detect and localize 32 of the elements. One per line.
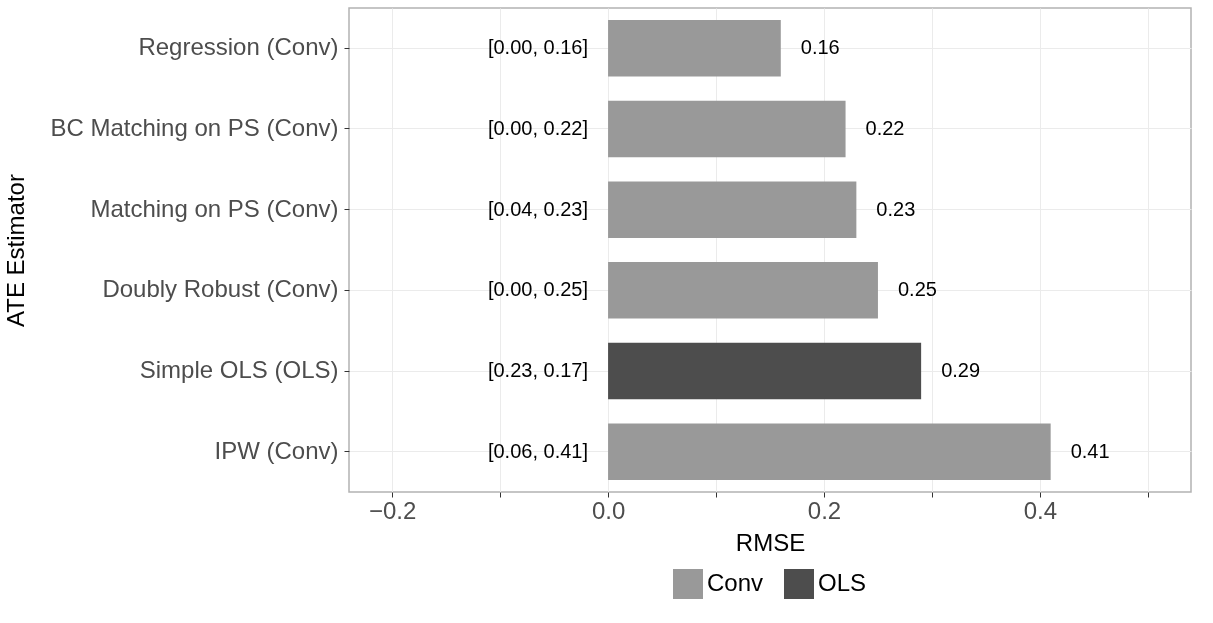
x-tick-label: 0.4 bbox=[1023, 496, 1058, 524]
y-tick-label: Simple OLS (OLS) bbox=[139, 356, 339, 383]
legend-label: Conv bbox=[707, 569, 764, 596]
y-tick-label: Matching on PS (Conv) bbox=[90, 194, 339, 222]
data-label: 0.29 bbox=[941, 359, 981, 381]
data-label: 0.16 bbox=[800, 36, 840, 59]
annotation: [0.00, 0.22] bbox=[487, 117, 588, 139]
legend-label: OLS bbox=[818, 569, 867, 596]
x-tick-label: 0.0 bbox=[591, 496, 626, 524]
annotation: [0.23, 0.17] bbox=[487, 359, 588, 381]
bar bbox=[608, 262, 878, 319]
data-label: 0.25 bbox=[897, 278, 937, 301]
y-tick-label: Regression (Conv) bbox=[138, 33, 339, 61]
annotation: [0.00, 0.25] bbox=[487, 278, 588, 301]
y-tick-label: BC Matching on PS (Conv) bbox=[50, 114, 339, 141]
data-label: 0.23 bbox=[876, 197, 916, 220]
data-label: 0.41 bbox=[1070, 439, 1110, 462]
x-tick-label: 0.2 bbox=[807, 496, 842, 524]
y-tick-label: Doubly Robust (Conv) bbox=[102, 275, 339, 303]
data-label: 0.22 bbox=[865, 117, 905, 139]
bar bbox=[608, 181, 857, 238]
y-axis-title: ATE Estimator bbox=[1, 174, 29, 327]
x-axis-title: RMSE bbox=[735, 528, 806, 556]
annotation: [0.04, 0.23] bbox=[487, 197, 588, 220]
y-tick-label: IPW (Conv) bbox=[214, 436, 339, 464]
annotation: [0.00, 0.16] bbox=[487, 36, 588, 59]
bar bbox=[608, 20, 781, 77]
annotation: [0.06, 0.41] bbox=[487, 439, 588, 462]
bar bbox=[608, 423, 1051, 480]
x-tick-label: −0.2 bbox=[368, 496, 417, 524]
bar bbox=[608, 100, 846, 158]
bar bbox=[608, 342, 922, 400]
